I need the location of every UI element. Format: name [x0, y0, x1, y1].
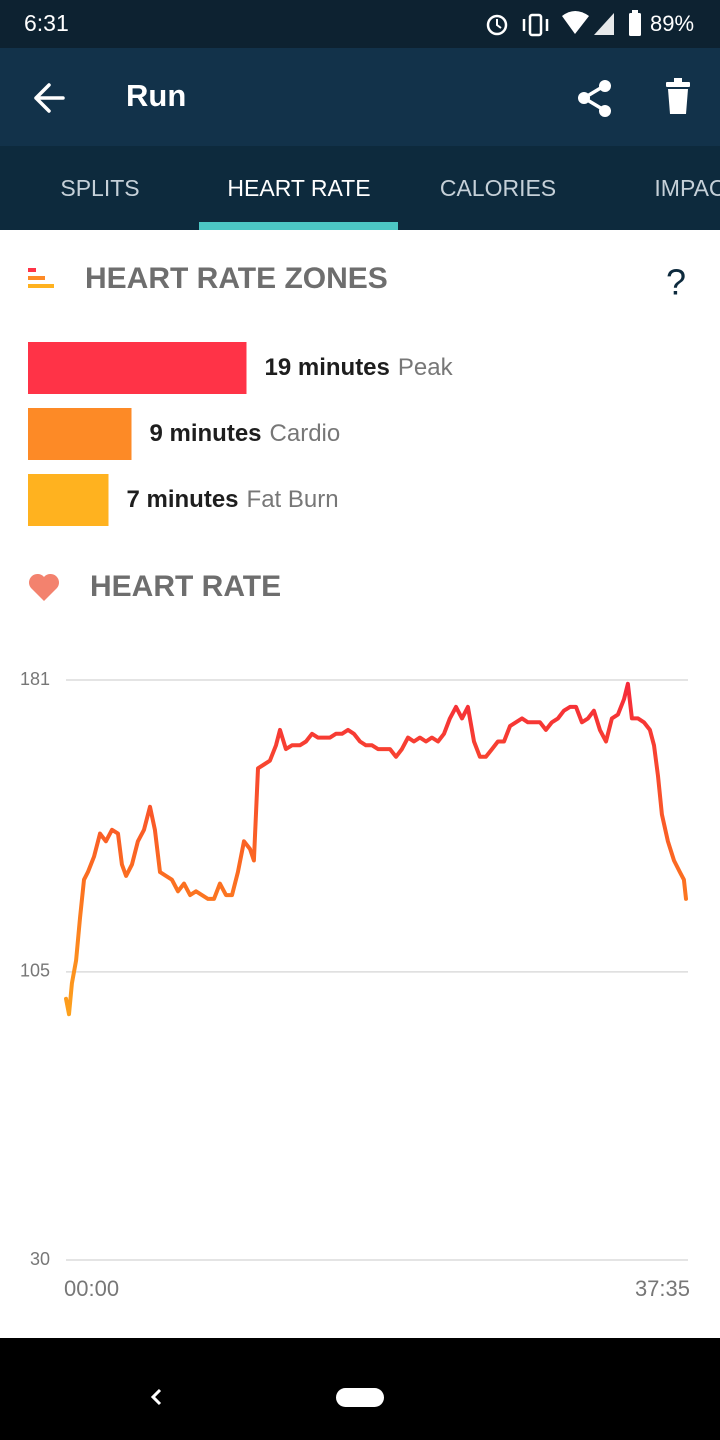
zone-label: 7 minutes Fat Burn: [127, 486, 339, 513]
tabs: SPLITS HEART RATE CALORIES IMPACT: [60, 175, 720, 201]
zone-amount: 7 minutes: [127, 486, 239, 513]
heart-rate-title: HEART RATE: [90, 570, 281, 603]
delete-button[interactable]: [666, 78, 690, 114]
x-tick-label: 37:35: [635, 1276, 690, 1301]
zone-bar: [28, 474, 109, 526]
zones-icon: [28, 268, 54, 288]
tab[interactable]: CALORIES: [440, 175, 556, 201]
zone-label: 9 minutes Cardio: [150, 420, 341, 447]
zone-amount: 9 minutes: [150, 420, 262, 447]
battery-level: 89%: [650, 11, 694, 36]
nav-home[interactable]: [336, 1388, 384, 1407]
clock: 6:31: [24, 10, 69, 36]
x-tick-label: 00:00: [64, 1276, 119, 1301]
heart-rate-line: [64, 681, 688, 1017]
tab-bar: [0, 146, 720, 230]
share-button[interactable]: [578, 80, 611, 117]
y-tick-label: 181: [20, 669, 50, 689]
heart-icon: [28, 573, 60, 601]
back-button[interactable]: [34, 83, 65, 113]
y-tick-label: 30: [30, 1249, 50, 1269]
zone-name: Peak: [398, 354, 454, 381]
app-title: Run: [126, 78, 186, 113]
zone-label: 19 minutes Peak: [265, 354, 454, 381]
zone-amount: 19 minutes: [265, 354, 390, 381]
status-icons: [486, 10, 641, 37]
zone-bar: [28, 342, 247, 394]
tab-indicator: [199, 222, 398, 230]
tab[interactable]: SPLITS: [60, 175, 139, 201]
zone-name: Fat Burn: [247, 486, 339, 513]
tab[interactable]: HEART RATE: [227, 175, 370, 201]
zone-bar: [28, 408, 132, 460]
app-bar: [0, 48, 720, 146]
help-button[interactable]: ?: [666, 262, 686, 303]
zones-title: HEART RATE ZONES: [85, 262, 388, 295]
tab[interactable]: IMPACT: [654, 175, 720, 201]
status-bar: [0, 0, 720, 48]
zone-name: Cardio: [270, 420, 341, 447]
y-tick-label: 105: [20, 961, 50, 981]
nav-back[interactable]: [150, 1388, 162, 1406]
